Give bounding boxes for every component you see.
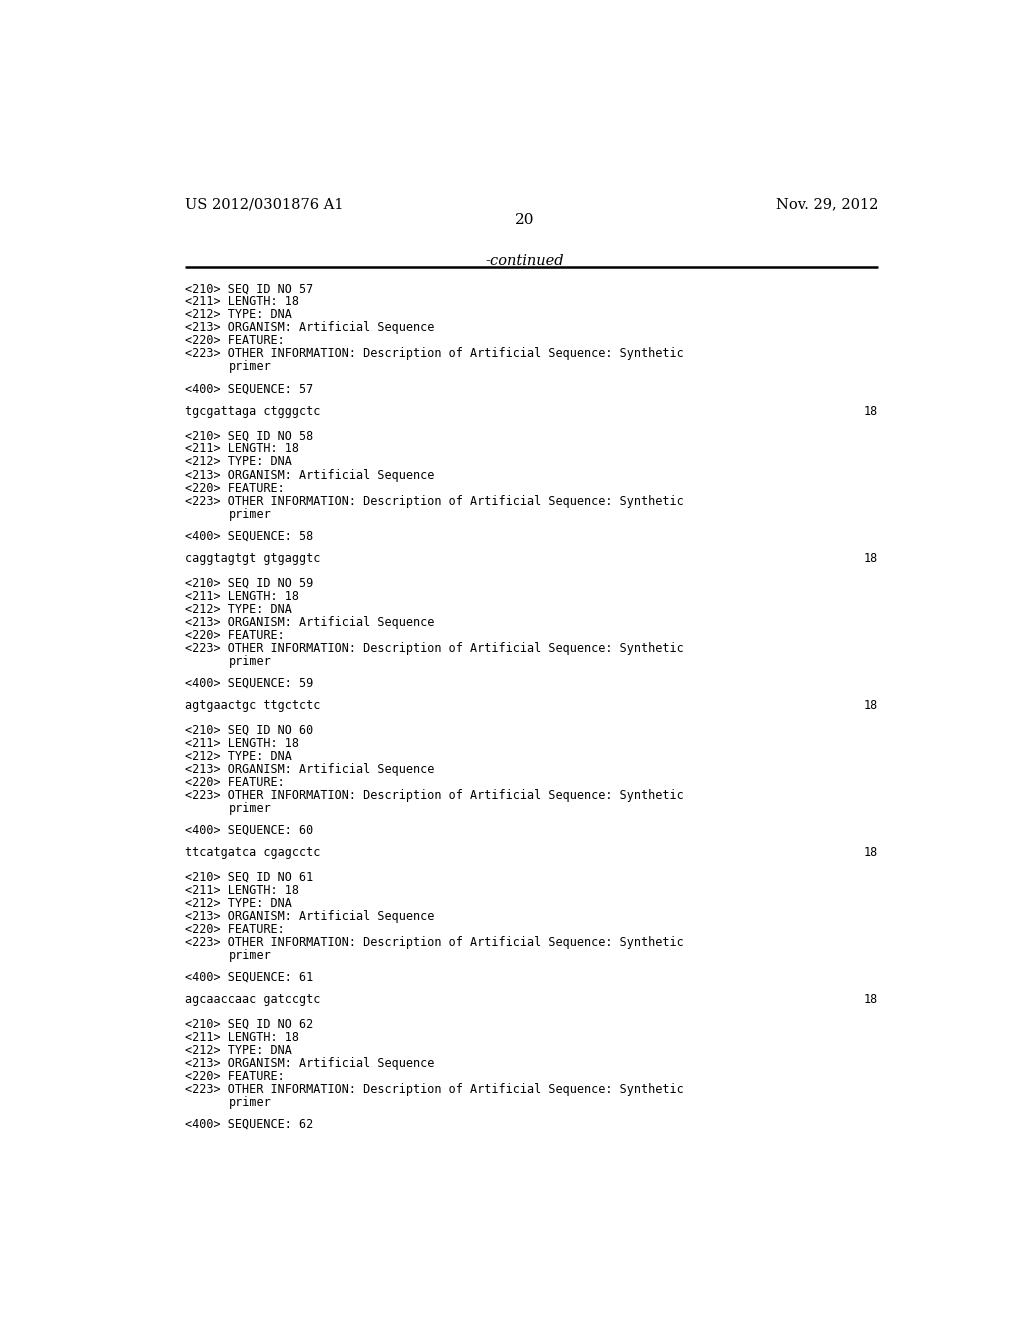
Text: <211> LENGTH: 18: <211> LENGTH: 18 [185,590,299,602]
Text: <220> FEATURE:: <220> FEATURE: [185,334,285,347]
Text: <211> LENGTH: 18: <211> LENGTH: 18 [185,883,299,896]
Text: <400> SEQUENCE: 59: <400> SEQUENCE: 59 [185,677,313,690]
Text: <210> SEQ ID NO 57: <210> SEQ ID NO 57 [185,282,313,296]
Text: 18: 18 [863,552,878,565]
Text: <400> SEQUENCE: 61: <400> SEQUENCE: 61 [185,972,313,983]
Text: 20: 20 [515,214,535,227]
Text: ttcatgatca cgagcctc: ttcatgatca cgagcctc [185,846,321,859]
Text: agcaaccaac gatccgtc: agcaaccaac gatccgtc [185,993,321,1006]
Text: <211> LENGTH: 18: <211> LENGTH: 18 [185,442,299,455]
Text: 18: 18 [863,993,878,1006]
Text: <400> SEQUENCE: 62: <400> SEQUENCE: 62 [185,1118,313,1131]
Text: 18: 18 [863,405,878,417]
Text: primer: primer [228,360,271,374]
Text: primer: primer [228,949,271,962]
Text: <210> SEQ ID NO 59: <210> SEQ ID NO 59 [185,577,313,590]
Text: <210> SEQ ID NO 61: <210> SEQ ID NO 61 [185,871,313,883]
Text: primer: primer [228,655,271,668]
Text: <213> ORGANISM: Artificial Sequence: <213> ORGANISM: Artificial Sequence [185,322,434,334]
Text: <213> ORGANISM: Artificial Sequence: <213> ORGANISM: Artificial Sequence [185,1057,434,1069]
Text: <223> OTHER INFORMATION: Description of Artificial Sequence: Synthetic: <223> OTHER INFORMATION: Description of … [185,1082,684,1096]
Text: <212> TYPE: DNA: <212> TYPE: DNA [185,602,292,615]
Text: US 2012/0301876 A1: US 2012/0301876 A1 [185,197,344,211]
Text: <400> SEQUENCE: 58: <400> SEQUENCE: 58 [185,529,313,543]
Text: <212> TYPE: DNA: <212> TYPE: DNA [185,309,292,322]
Text: <212> TYPE: DNA: <212> TYPE: DNA [185,1044,292,1057]
Text: <400> SEQUENCE: 60: <400> SEQUENCE: 60 [185,824,313,837]
Text: primer: primer [228,507,271,520]
Text: <220> FEATURE:: <220> FEATURE: [185,923,285,936]
Text: tgcgattaga ctgggctc: tgcgattaga ctgggctc [185,405,321,417]
Text: agtgaactgc ttgctctc: agtgaactgc ttgctctc [185,698,321,711]
Text: <210> SEQ ID NO 60: <210> SEQ ID NO 60 [185,723,313,737]
Text: <223> OTHER INFORMATION: Description of Artificial Sequence: Synthetic: <223> OTHER INFORMATION: Description of … [185,495,684,507]
Text: <223> OTHER INFORMATION: Description of Artificial Sequence: Synthetic: <223> OTHER INFORMATION: Description of … [185,642,684,655]
Text: <212> TYPE: DNA: <212> TYPE: DNA [185,896,292,909]
Text: <220> FEATURE:: <220> FEATURE: [185,1069,285,1082]
Text: <212> TYPE: DNA: <212> TYPE: DNA [185,750,292,763]
Text: <220> FEATURE:: <220> FEATURE: [185,776,285,788]
Text: primer: primer [228,801,271,814]
Text: <223> OTHER INFORMATION: Description of Artificial Sequence: Synthetic: <223> OTHER INFORMATION: Description of … [185,788,684,801]
Text: <211> LENGTH: 18: <211> LENGTH: 18 [185,1031,299,1044]
Text: <213> ORGANISM: Artificial Sequence: <213> ORGANISM: Artificial Sequence [185,615,434,628]
Text: <211> LENGTH: 18: <211> LENGTH: 18 [185,737,299,750]
Text: -continued: -continued [485,253,564,268]
Text: primer: primer [228,1096,271,1109]
Text: <220> FEATURE:: <220> FEATURE: [185,482,285,495]
Text: caggtagtgt gtgaggtc: caggtagtgt gtgaggtc [185,552,321,565]
Text: <213> ORGANISM: Artificial Sequence: <213> ORGANISM: Artificial Sequence [185,763,434,776]
Text: <213> ORGANISM: Artificial Sequence: <213> ORGANISM: Artificial Sequence [185,909,434,923]
Text: <223> OTHER INFORMATION: Description of Artificial Sequence: Synthetic: <223> OTHER INFORMATION: Description of … [185,347,684,360]
Text: <400> SEQUENCE: 57: <400> SEQUENCE: 57 [185,383,313,396]
Text: <223> OTHER INFORMATION: Description of Artificial Sequence: Synthetic: <223> OTHER INFORMATION: Description of … [185,936,684,949]
Text: <211> LENGTH: 18: <211> LENGTH: 18 [185,296,299,309]
Text: <210> SEQ ID NO 58: <210> SEQ ID NO 58 [185,429,313,442]
Text: Nov. 29, 2012: Nov. 29, 2012 [775,197,878,211]
Text: <210> SEQ ID NO 62: <210> SEQ ID NO 62 [185,1018,313,1031]
Text: <213> ORGANISM: Artificial Sequence: <213> ORGANISM: Artificial Sequence [185,469,434,482]
Text: 18: 18 [863,698,878,711]
Text: 18: 18 [863,846,878,859]
Text: <212> TYPE: DNA: <212> TYPE: DNA [185,455,292,469]
Text: <220> FEATURE:: <220> FEATURE: [185,628,285,642]
